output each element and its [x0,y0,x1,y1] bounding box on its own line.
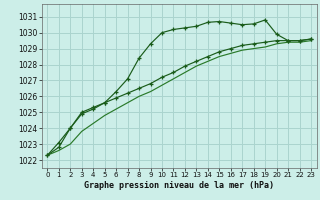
X-axis label: Graphe pression niveau de la mer (hPa): Graphe pression niveau de la mer (hPa) [84,181,274,190]
